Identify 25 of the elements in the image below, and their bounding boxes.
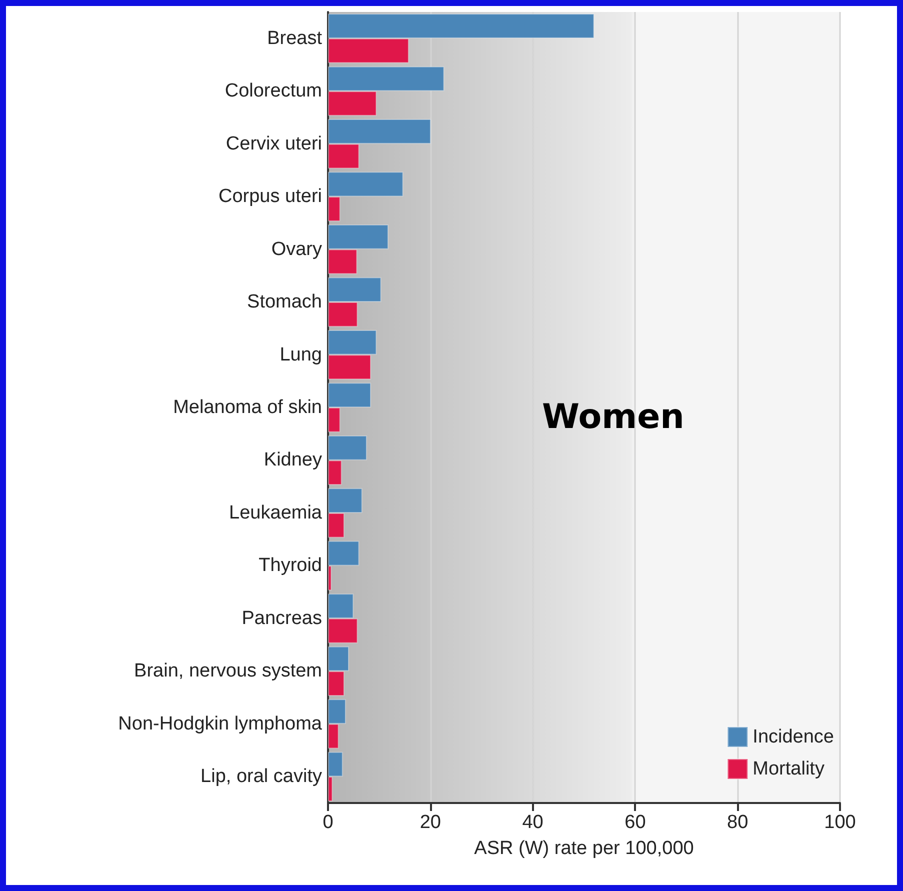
y-tick-label: Pancreas: [242, 608, 322, 629]
legend-label: Mortality: [752, 758, 825, 780]
legend-label: Incidence: [752, 726, 834, 748]
y-tick-label: Non-Hodgkin lymphoma: [118, 713, 322, 734]
y-tick-label: Cervix uteri: [226, 133, 322, 154]
y-tick-label: Melanoma of skin: [173, 397, 322, 418]
y-tick-label: Thyroid: [258, 555, 322, 576]
x-axis-title: ASR (W) rate per 100,000: [474, 838, 694, 859]
y-tick-label: Lip, oral cavity: [200, 766, 322, 788]
y-tick-label: Breast: [267, 28, 323, 49]
y-tick-label: Colorectum: [224, 80, 322, 102]
x-tick-label: 60: [624, 812, 646, 833]
y-tick-label: Lung: [280, 344, 322, 366]
x-tick-label: 80: [727, 812, 748, 833]
y-tick-label: Leukaemia: [229, 502, 322, 524]
y-tick-label: Stomach: [247, 292, 322, 313]
y-tick-label: Corpus uteri: [218, 186, 322, 208]
y-tick-label: Kidney: [264, 450, 322, 471]
y-tick-label: Brain, nervous system: [134, 660, 322, 682]
x-tick-label: 40: [522, 812, 544, 833]
text: Women: [542, 397, 684, 437]
y-tick-label: Ovary: [271, 238, 322, 260]
x-tick-label: 20: [420, 812, 441, 833]
x-tick-label: 0: [322, 812, 334, 833]
x-tick-label: 100: [824, 812, 856, 833]
